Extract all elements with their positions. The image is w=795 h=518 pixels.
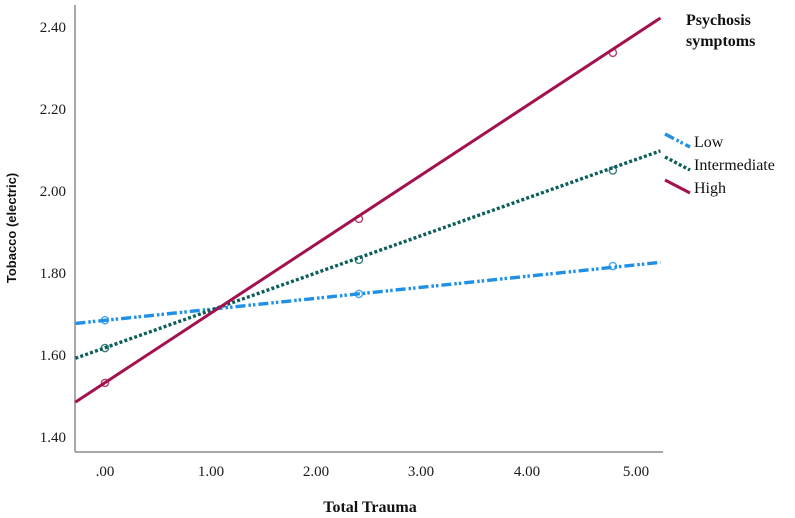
y-tick-label: 2.00: [40, 184, 66, 200]
legend-item-intermediate: Intermediate: [664, 155, 775, 174]
x-tick-label: 2.00: [303, 464, 329, 480]
x-axis-ticks: .00 1.00 2.00 3.00 4.00 5.00: [96, 464, 650, 480]
series-line-intermediate: [74, 149, 662, 360]
x-tick-label: 1.00: [198, 464, 224, 480]
legend-title-line-1: Psychosis: [686, 12, 751, 29]
x-tick-label: 3.00: [408, 464, 434, 480]
series-intermediate: [74, 149, 662, 360]
series-line-low: [75, 260, 661, 326]
data-point-marker: [608, 48, 618, 58]
data-point-marker: [100, 378, 110, 388]
plot-axes: [74, 5, 663, 453]
x-tick-label: 4.00: [514, 464, 540, 480]
x-tick-label: .00: [96, 464, 115, 480]
series-high: [74, 16, 662, 404]
legend-item-low: Low: [664, 132, 724, 151]
legend-swatch-intermediate: [664, 155, 691, 172]
legend-item-high: High: [664, 178, 726, 197]
data-point-marker: [100, 343, 110, 353]
y-axis-ticks: 2.40 2.20 2.00 1.80 1.60 1.40: [40, 20, 66, 446]
series-layer: [74, 16, 662, 404]
y-tick-label: 2.20: [40, 102, 66, 118]
data-point-marker: [354, 255, 364, 265]
legend-swatch-low: [664, 132, 691, 149]
y-tick-label: 1.40: [40, 430, 66, 446]
data-point-marker: [608, 166, 618, 175]
data-point-marker: [608, 261, 618, 271]
legend-swatch-high: [664, 178, 691, 195]
legend-title-line-2: symptoms: [686, 33, 755, 50]
x-tick-label: 5.00: [623, 464, 649, 480]
x-axis-title: Total Trauma: [323, 499, 417, 516]
data-point-marker: [100, 315, 110, 325]
legend-label-low: Low: [694, 134, 724, 151]
y-tick-label: 1.80: [40, 266, 66, 282]
y-tick-label: 2.40: [40, 20, 66, 36]
legend-label-high: High: [694, 180, 726, 197]
data-point-marker: [354, 214, 364, 224]
data-point-marker: [354, 289, 364, 299]
legend-label-intermediate: Intermediate: [694, 157, 775, 174]
series-low: [75, 260, 661, 326]
y-tick-label: 1.60: [40, 348, 66, 364]
series-line-high: [74, 16, 662, 404]
legend: Psychosis symptoms Low Intermediate High: [664, 12, 775, 197]
y-axis-title: Tobacco (electric): [4, 173, 19, 283]
